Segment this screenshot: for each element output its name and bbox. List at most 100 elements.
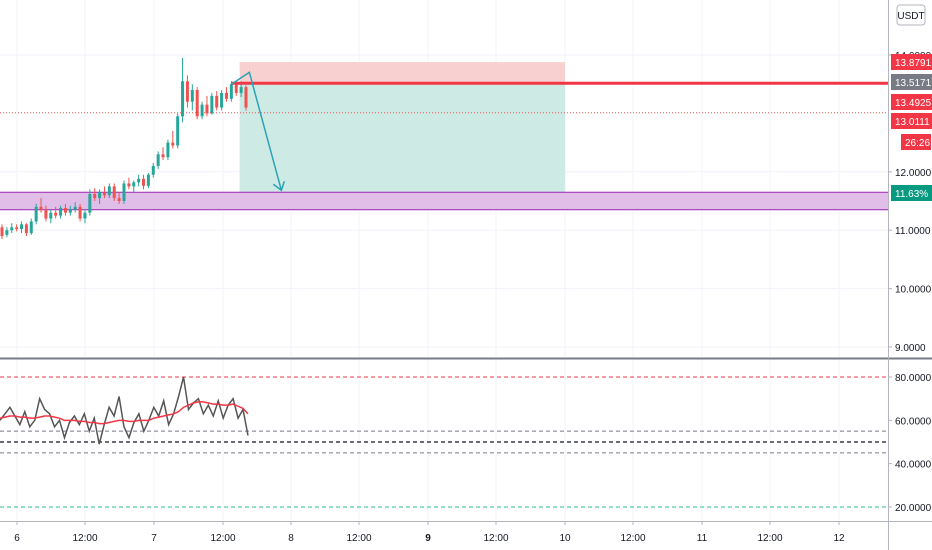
candle-body xyxy=(34,206,38,222)
candle xyxy=(44,205,48,222)
candle xyxy=(117,192,121,204)
candle xyxy=(93,188,97,201)
candle-body xyxy=(185,81,189,102)
time-tick-label: 6 xyxy=(14,533,20,544)
candle-body xyxy=(166,142,170,158)
time-tick-label: 8 xyxy=(288,533,294,544)
price-badge xyxy=(891,113,932,129)
candle-body xyxy=(24,224,28,234)
price-badge xyxy=(891,54,932,70)
projection-arrow-line xyxy=(230,71,283,191)
candle xyxy=(49,209,53,224)
candle-body xyxy=(117,198,121,201)
candle-body xyxy=(59,208,63,216)
candle-body xyxy=(176,116,180,146)
candle xyxy=(24,223,28,237)
drawing-zones xyxy=(0,62,888,211)
time-tick-label: 11 xyxy=(697,533,708,544)
candle-body xyxy=(98,192,102,199)
price-badge-label: 11.63% xyxy=(895,189,928,200)
candle xyxy=(5,227,9,238)
take-profit-zone xyxy=(239,83,565,193)
currency-badge xyxy=(896,4,926,26)
candle xyxy=(171,130,175,149)
candle xyxy=(166,139,170,161)
candle-body xyxy=(0,227,4,237)
candle xyxy=(151,163,155,178)
candle-body xyxy=(132,182,136,187)
candle-body xyxy=(220,92,224,108)
candle-body xyxy=(5,230,9,235)
candle-body xyxy=(102,192,106,196)
price-badge-label: 26:26 xyxy=(905,138,930,149)
candle xyxy=(176,113,180,149)
time-tick-label: 12:00 xyxy=(210,533,235,544)
price-badge-label: 13.4925 xyxy=(895,98,932,109)
candle-body xyxy=(239,87,243,93)
overlays xyxy=(0,71,888,192)
candle-body xyxy=(20,224,24,230)
candle-body xyxy=(244,87,248,108)
candle xyxy=(244,85,248,111)
candle xyxy=(59,205,63,219)
candle-body xyxy=(107,186,111,196)
candle xyxy=(83,209,87,224)
candle xyxy=(10,223,14,234)
price-tick-label: 11.0000 xyxy=(895,226,931,237)
candle xyxy=(156,151,160,169)
candle-body xyxy=(39,206,43,210)
candle xyxy=(142,174,146,190)
candle xyxy=(34,203,38,225)
candle-body xyxy=(137,178,141,183)
candle-body xyxy=(171,142,175,146)
candle xyxy=(234,83,238,96)
candle xyxy=(200,101,204,120)
candle-body xyxy=(156,154,160,166)
time-tick-label: 12:00 xyxy=(346,533,371,544)
candle xyxy=(20,221,24,234)
candle-body xyxy=(93,193,97,199)
rsi-tick-label: 80.0000 xyxy=(895,373,932,384)
candle-body xyxy=(44,209,48,219)
candle-body xyxy=(127,183,131,187)
candle xyxy=(127,177,131,190)
time-tick-label: 12 xyxy=(833,533,845,544)
candle xyxy=(54,206,58,219)
candle xyxy=(29,218,33,235)
candle-body xyxy=(224,92,228,99)
candle-body xyxy=(190,90,194,102)
candle-body xyxy=(210,95,214,114)
price-badge-label: 13.8791 xyxy=(895,58,932,69)
candle-body xyxy=(83,212,87,219)
stop-loss-zone xyxy=(239,62,565,84)
candle-body xyxy=(229,84,233,99)
candle-body xyxy=(15,227,19,230)
candle xyxy=(185,75,189,108)
currency-label: USDT xyxy=(897,11,924,22)
candle xyxy=(112,183,116,201)
candle xyxy=(205,95,209,117)
candle-body xyxy=(215,95,219,108)
price-badge xyxy=(891,94,932,110)
candle-body xyxy=(161,154,165,158)
price-tick-label: 12.0000 xyxy=(895,168,932,179)
rsi-ma-line xyxy=(0,401,249,425)
candle-body xyxy=(122,183,126,201)
time-tick-label: 7 xyxy=(151,533,157,544)
candle xyxy=(181,57,185,123)
candle xyxy=(146,172,150,189)
price-badge-label: 13.5171 xyxy=(895,78,932,89)
candle xyxy=(195,87,199,120)
time-tick-label: 12:00 xyxy=(483,533,508,544)
candle xyxy=(98,189,102,204)
candle-body xyxy=(146,174,150,186)
candle xyxy=(15,224,19,232)
candle xyxy=(210,92,214,115)
price-tick-label: 9.0000 xyxy=(895,343,926,354)
candle-body xyxy=(88,193,92,213)
rsi-tick-label: 60.0000 xyxy=(895,416,932,427)
time-tick-label: 12:00 xyxy=(72,533,97,544)
projection-arrow-head xyxy=(272,181,286,192)
